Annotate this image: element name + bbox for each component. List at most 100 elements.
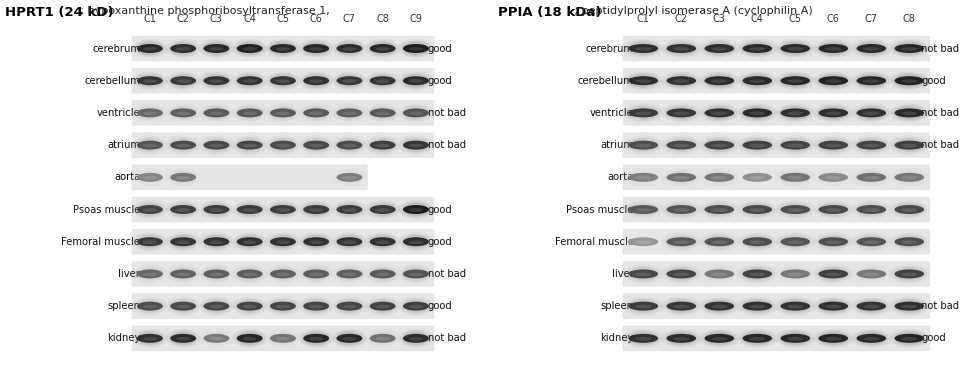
Ellipse shape xyxy=(628,235,658,248)
Ellipse shape xyxy=(137,108,163,118)
Ellipse shape xyxy=(198,200,234,219)
Ellipse shape xyxy=(331,297,367,315)
Ellipse shape xyxy=(236,205,263,214)
Ellipse shape xyxy=(787,337,803,341)
Ellipse shape xyxy=(401,201,432,218)
Ellipse shape xyxy=(622,136,664,154)
Ellipse shape xyxy=(625,137,661,153)
Ellipse shape xyxy=(635,80,652,83)
Ellipse shape xyxy=(270,44,296,53)
Ellipse shape xyxy=(198,297,234,315)
FancyBboxPatch shape xyxy=(622,132,930,158)
Ellipse shape xyxy=(170,203,196,216)
Ellipse shape xyxy=(699,168,740,187)
Ellipse shape xyxy=(819,171,848,184)
Ellipse shape xyxy=(298,39,334,58)
Ellipse shape xyxy=(369,237,396,246)
Ellipse shape xyxy=(743,235,772,248)
Ellipse shape xyxy=(342,241,357,244)
Ellipse shape xyxy=(135,330,165,346)
Ellipse shape xyxy=(663,234,700,250)
Ellipse shape xyxy=(660,136,702,154)
Ellipse shape xyxy=(298,329,334,348)
Ellipse shape xyxy=(403,106,429,120)
Ellipse shape xyxy=(168,40,198,57)
Ellipse shape xyxy=(209,47,224,51)
Ellipse shape xyxy=(298,232,334,251)
Ellipse shape xyxy=(628,76,658,85)
Ellipse shape xyxy=(743,332,772,345)
Ellipse shape xyxy=(209,305,224,308)
Ellipse shape xyxy=(168,266,198,282)
Ellipse shape xyxy=(699,104,740,122)
Ellipse shape xyxy=(408,144,423,147)
Ellipse shape xyxy=(232,104,268,122)
FancyBboxPatch shape xyxy=(622,326,930,351)
Ellipse shape xyxy=(135,266,165,282)
Ellipse shape xyxy=(857,139,886,152)
Ellipse shape xyxy=(781,171,810,184)
Ellipse shape xyxy=(704,171,734,184)
Ellipse shape xyxy=(135,298,165,314)
Ellipse shape xyxy=(819,332,848,345)
Text: ; hypoxanthine phosphoribosyltransferase 1,: ; hypoxanthine phosphoribosyltransferase… xyxy=(77,6,330,16)
Ellipse shape xyxy=(775,265,816,283)
Ellipse shape xyxy=(236,106,263,120)
Ellipse shape xyxy=(242,144,257,147)
Ellipse shape xyxy=(749,208,765,212)
Ellipse shape xyxy=(851,39,892,58)
Ellipse shape xyxy=(303,42,329,55)
Ellipse shape xyxy=(704,42,734,55)
Ellipse shape xyxy=(336,203,362,216)
FancyBboxPatch shape xyxy=(132,36,434,61)
Ellipse shape xyxy=(170,74,196,87)
Ellipse shape xyxy=(673,80,690,83)
Ellipse shape xyxy=(236,267,263,281)
Ellipse shape xyxy=(628,332,658,345)
Ellipse shape xyxy=(137,332,163,345)
Ellipse shape xyxy=(403,300,429,313)
Ellipse shape xyxy=(699,297,740,315)
Ellipse shape xyxy=(270,74,296,87)
Ellipse shape xyxy=(813,232,854,251)
Ellipse shape xyxy=(303,334,329,343)
Ellipse shape xyxy=(270,106,296,120)
Ellipse shape xyxy=(268,73,299,89)
Ellipse shape xyxy=(331,329,367,348)
Ellipse shape xyxy=(666,267,697,281)
Ellipse shape xyxy=(701,40,737,57)
Ellipse shape xyxy=(270,267,296,281)
Ellipse shape xyxy=(622,200,664,219)
Ellipse shape xyxy=(628,300,658,313)
Ellipse shape xyxy=(408,112,423,115)
Text: C3: C3 xyxy=(210,14,223,24)
Text: PPIA (18 kDa): PPIA (18 kDa) xyxy=(498,6,602,19)
Ellipse shape xyxy=(209,144,224,147)
Ellipse shape xyxy=(268,105,299,121)
Ellipse shape xyxy=(888,297,930,315)
Ellipse shape xyxy=(301,330,332,346)
Ellipse shape xyxy=(660,71,702,90)
Ellipse shape xyxy=(699,232,740,251)
Ellipse shape xyxy=(198,136,234,154)
Ellipse shape xyxy=(236,235,263,248)
Ellipse shape xyxy=(851,200,892,219)
Ellipse shape xyxy=(137,203,163,216)
Ellipse shape xyxy=(819,42,848,55)
Ellipse shape xyxy=(863,80,879,83)
Ellipse shape xyxy=(303,235,329,248)
Ellipse shape xyxy=(775,232,816,251)
Ellipse shape xyxy=(236,269,263,279)
Ellipse shape xyxy=(737,39,778,58)
Ellipse shape xyxy=(242,112,257,115)
Ellipse shape xyxy=(857,42,886,55)
Ellipse shape xyxy=(369,203,396,216)
Text: C2: C2 xyxy=(177,14,190,24)
Ellipse shape xyxy=(336,173,362,182)
Ellipse shape xyxy=(170,300,196,313)
Ellipse shape xyxy=(704,76,734,85)
Text: C4: C4 xyxy=(751,14,764,24)
Ellipse shape xyxy=(168,105,198,121)
FancyBboxPatch shape xyxy=(624,328,928,349)
Ellipse shape xyxy=(673,337,690,341)
